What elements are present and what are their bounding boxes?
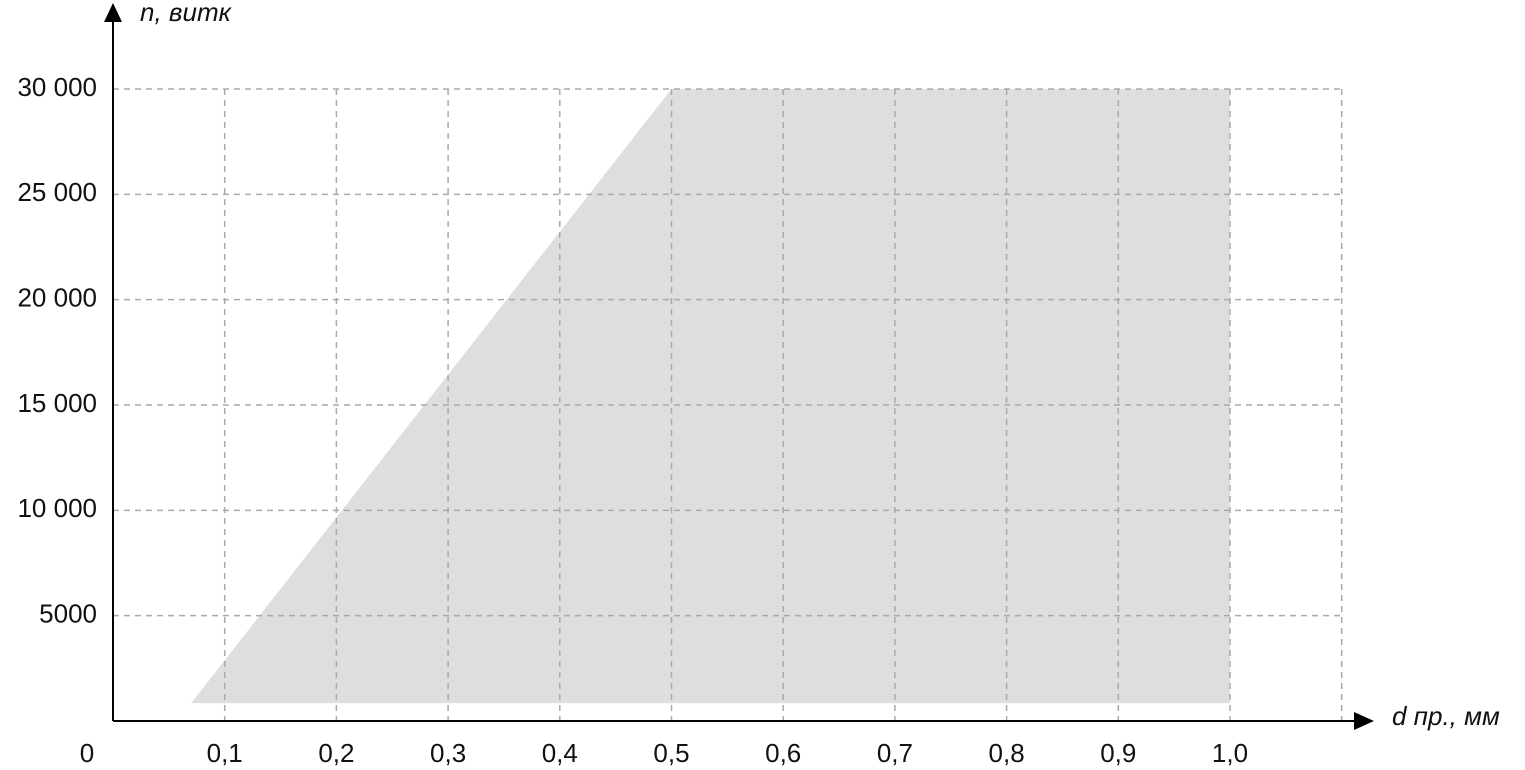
x-tick-label: 0,2	[318, 738, 354, 768]
y-tick-label: 10 000	[17, 493, 97, 523]
x-tick-label: 0,3	[430, 738, 466, 768]
x-tick-label: 0	[80, 738, 94, 768]
x-tick-label: 0,6	[765, 738, 801, 768]
y-axis-title: n, витк	[140, 0, 233, 27]
x-tick-label: 0,4	[542, 738, 578, 768]
y-axis-arrow	[104, 3, 122, 22]
y-tick-label: 30 000	[17, 72, 97, 102]
y-tick-label: 15 000	[17, 388, 97, 418]
y-tick-label: 20 000	[17, 283, 97, 313]
x-tick-label: 0,9	[1100, 738, 1136, 768]
x-tick-label: 0,8	[989, 738, 1025, 768]
x-tick-label: 0,7	[877, 738, 913, 768]
x-axis-arrow	[1354, 712, 1374, 730]
x-tick-label: 1,0	[1212, 738, 1248, 768]
y-tick-label: 25 000	[17, 177, 97, 207]
x-tick-label: 0,5	[653, 738, 689, 768]
x-axis-title: d пр., мм	[1392, 701, 1500, 731]
x-tick-label: 0,1	[207, 738, 243, 768]
y-tick-label: 5000	[39, 599, 97, 629]
area	[191, 89, 1231, 704]
